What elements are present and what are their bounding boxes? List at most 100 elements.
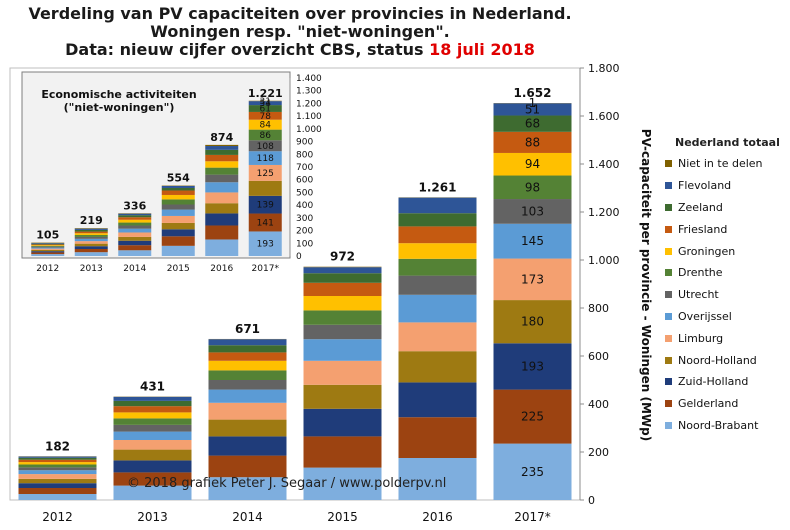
main-bar-limburg-2017 bbox=[493, 258, 572, 301]
inset-chart-title: Economische activiteiten ("niet-woningen… bbox=[24, 88, 214, 114]
main-data-label-zuid-holland: 193 bbox=[521, 359, 544, 373]
main-bar-utrecht-2017 bbox=[493, 199, 572, 224]
main-bar-overijssel-2012 bbox=[18, 470, 97, 475]
legend-swatch bbox=[665, 291, 672, 299]
main-bar-limburg-2016 bbox=[398, 322, 477, 352]
inset-bar-utrecht-2014 bbox=[118, 225, 152, 229]
inset-bar-utrecht-2013 bbox=[74, 236, 108, 239]
legend-label: Niet in te delen bbox=[678, 157, 763, 171]
legend-swatch bbox=[665, 334, 672, 342]
main-bar-zeeland-2012 bbox=[18, 457, 97, 460]
chart-title-line-1: Verdeling van PV capaciteiten over provi… bbox=[28, 4, 572, 23]
main-bar-limburg-2013 bbox=[113, 440, 192, 450]
inset-bar-noord-brabant-2014 bbox=[118, 250, 152, 256]
inset-data-label-drenthe: 86 bbox=[260, 131, 272, 141]
main-bar-limburg-2015 bbox=[303, 360, 382, 385]
main-data-label-flevoland: 51 bbox=[525, 102, 540, 116]
legend-label: Noord-Brabant bbox=[678, 418, 759, 432]
main-bar-limburg-2012 bbox=[18, 474, 97, 479]
inset-x-tick-label: 2012 bbox=[36, 264, 59, 274]
legend-label: Friesland bbox=[678, 222, 728, 236]
main-total-label: 1.261 bbox=[419, 180, 457, 194]
inset-data-label-noord-brabant: 193 bbox=[257, 240, 274, 250]
main-bar-zeeland-2017 bbox=[493, 115, 572, 132]
main-x-tick-label: 2014 bbox=[232, 510, 263, 524]
main-data-label-gelderland: 225 bbox=[521, 410, 544, 424]
chart-title-line-2: Woningen resp. "niet-woningen". bbox=[150, 22, 450, 41]
legend-item-limburg: Limburg bbox=[665, 327, 790, 349]
inset-bar-flevoland-2012 bbox=[31, 243, 65, 244]
inset-bar-overijssel-2014 bbox=[118, 228, 152, 233]
legend-item-noord-brabant: Noord-Brabant bbox=[665, 415, 790, 437]
main-total-label: 182 bbox=[45, 439, 70, 453]
inset-bar-zuid-holland-2013 bbox=[74, 246, 108, 250]
inset-total-label: 874 bbox=[210, 131, 233, 144]
main-bar-groningen-2017 bbox=[493, 152, 572, 176]
main-bar-zeeland-2016 bbox=[398, 213, 477, 227]
main-bar-noord-holland-2017 bbox=[493, 300, 572, 344]
main-y-tick-label: 200 bbox=[588, 446, 609, 459]
inset-data-label-groningen: 84 bbox=[260, 121, 272, 131]
inset-bar-zeeland-2014 bbox=[118, 215, 152, 218]
inset-x-tick-label: 2013 bbox=[80, 264, 103, 274]
inset-bar-niet-in-te-delen-2016 bbox=[205, 144, 239, 147]
main-bar-noord-brabant-2016 bbox=[398, 458, 477, 500]
main-bar-drenthe-2014 bbox=[208, 370, 287, 380]
inset-bar-friesland-2016 bbox=[205, 154, 239, 162]
main-bar-flevoland-2012 bbox=[18, 456, 97, 458]
inset-bar-gelderland-2017 bbox=[248, 213, 282, 232]
inset-data-label-flevoland: 54 bbox=[260, 99, 272, 109]
main-bar-friesland-2017 bbox=[493, 131, 572, 153]
main-bar-noord-brabant-2015 bbox=[303, 467, 382, 500]
inset-y-tick-label: 900 bbox=[296, 138, 313, 148]
main-bar-zeeland-2015 bbox=[303, 273, 382, 283]
main-bar-noord-holland-2016 bbox=[398, 351, 477, 383]
inset-y-tick-label: 0 bbox=[296, 252, 302, 262]
inset-title-text: Economische activiteiten ("niet-woningen… bbox=[41, 88, 197, 114]
main-data-label-niet-in-te-delen: 1 bbox=[529, 96, 537, 110]
main-y-tick-label: 800 bbox=[588, 302, 609, 315]
main-bar-zuid-holland-2015 bbox=[303, 408, 382, 437]
main-data-label-overijssel: 145 bbox=[521, 234, 544, 248]
inset-bar-gelderland-2015 bbox=[161, 236, 195, 246]
inset-bar-limburg-2012 bbox=[31, 248, 65, 250]
main-bar-zuid-holland-2016 bbox=[398, 382, 477, 418]
inset-bar-zuid-holland-2015 bbox=[161, 229, 195, 237]
main-total-label: 1.652 bbox=[514, 86, 552, 100]
main-bar-groningen-2014 bbox=[208, 360, 287, 371]
inset-bar-drenthe-2017 bbox=[248, 129, 282, 141]
legend-item-zuid-holland: Zuid-Holland bbox=[665, 371, 790, 393]
legend-swatch bbox=[665, 312, 672, 320]
inset-bar-limburg-2014 bbox=[118, 232, 152, 237]
main-bar-groningen-2015 bbox=[303, 296, 382, 311]
inset-total-label: 336 bbox=[123, 199, 146, 212]
legend-label: Noord-Holland bbox=[678, 353, 757, 367]
main-bar-utrecht-2014 bbox=[208, 380, 287, 390]
legend-item-zeeland: Zeeland bbox=[665, 197, 790, 219]
main-bar-zeeland-2014 bbox=[208, 345, 287, 353]
inset-bar-flevoland-2013 bbox=[74, 228, 108, 230]
main-bar-groningen-2013 bbox=[113, 412, 192, 419]
inset-y-tick-label: 600 bbox=[296, 176, 313, 186]
inset-data-label-overijssel: 118 bbox=[257, 154, 274, 164]
inset-bar-limburg-2013 bbox=[74, 241, 108, 244]
legend-swatch bbox=[665, 400, 672, 408]
legend-label: Zuid-Holland bbox=[678, 375, 749, 389]
inset-bar-flevoland-2015 bbox=[161, 185, 195, 188]
legend-swatch bbox=[665, 247, 672, 255]
inset-total-label: 105 bbox=[36, 229, 59, 242]
inset-y-tick-label: 100 bbox=[296, 239, 313, 249]
main-y-tick-label: 1.200 bbox=[588, 206, 620, 219]
main-data-label-drenthe: 98 bbox=[525, 180, 540, 194]
main-bar-noord-holland-2015 bbox=[303, 384, 382, 409]
inset-bar-noord-holland-2013 bbox=[74, 243, 108, 247]
inset-bar-utrecht-2015 bbox=[161, 204, 195, 210]
inset-bar-zeeland-2013 bbox=[74, 229, 108, 232]
legend-label: Gelderland bbox=[678, 397, 739, 411]
inset-bar-limburg-2016 bbox=[205, 192, 239, 204]
main-bar-utrecht-2012 bbox=[18, 467, 97, 471]
main-bar-drenthe-2015 bbox=[303, 310, 382, 325]
inset-bar-overijssel-2015 bbox=[161, 209, 195, 216]
main-total-label: 972 bbox=[330, 250, 355, 264]
legend-item-friesland: Friesland bbox=[665, 218, 790, 240]
